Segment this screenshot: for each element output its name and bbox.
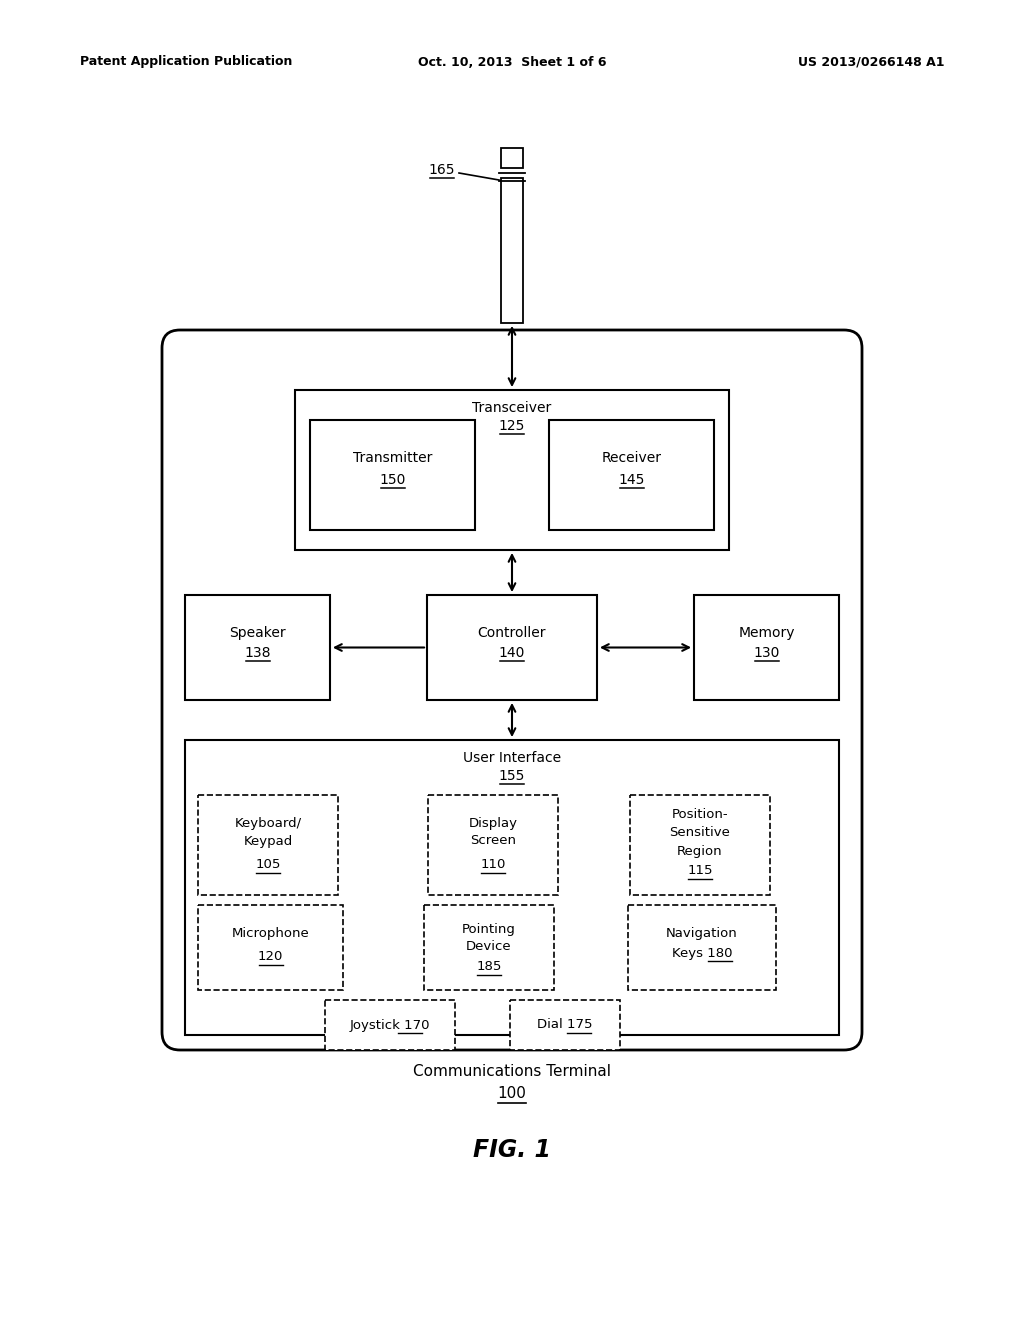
Bar [428,795,558,895]
Bar [185,741,839,1035]
Text: 115: 115 [687,865,713,878]
Text: User Interface: User Interface [463,751,561,766]
Text: 145: 145 [618,473,645,487]
Text: 120: 120 [258,950,284,964]
Text: Sensitive: Sensitive [670,826,730,840]
Text: Controller: Controller [478,626,546,640]
Bar [198,795,338,895]
Text: Patent Application Publication: Patent Application Publication [80,55,293,69]
Text: Memory: Memory [738,626,795,640]
Text: Position-: Position- [672,808,728,821]
Text: FIG. 1: FIG. 1 [473,1138,551,1162]
Bar [628,906,776,990]
Text: 100: 100 [498,1086,526,1101]
Bar [310,420,475,531]
Text: Navigation: Navigation [667,927,738,940]
Text: Keypad: Keypad [244,834,293,847]
Text: Communications Terminal: Communications Terminal [413,1064,611,1080]
Text: 110: 110 [480,858,506,871]
Text: 138: 138 [245,645,270,660]
Bar [325,1001,455,1049]
Text: Keys 180: Keys 180 [672,946,732,960]
Text: 130: 130 [754,645,779,660]
Bar [549,420,714,531]
Bar [427,595,597,700]
Text: Device: Device [466,940,512,953]
Text: 140: 140 [499,645,525,660]
Text: Microphone: Microphone [231,927,309,940]
Text: 105: 105 [255,858,281,871]
Text: 125: 125 [499,418,525,433]
Text: 165: 165 [429,162,456,177]
Text: 155: 155 [499,770,525,783]
Bar [630,795,770,895]
Text: Speaker: Speaker [229,626,286,640]
Text: Region: Region [677,845,723,858]
Text: Transceiver: Transceiver [472,401,552,414]
Bar [295,389,729,550]
Bar [694,595,839,700]
Bar [501,178,523,323]
Text: Pointing: Pointing [462,923,516,936]
Text: Oct. 10, 2013  Sheet 1 of 6: Oct. 10, 2013 Sheet 1 of 6 [418,55,606,69]
Bar [424,906,554,990]
Text: Keyboard/: Keyboard/ [234,817,301,829]
Text: Dial 175: Dial 175 [538,1019,593,1031]
FancyBboxPatch shape [162,330,862,1049]
Text: 185: 185 [476,961,502,974]
Bar [185,595,330,700]
Bar [510,1001,620,1049]
Text: Screen: Screen [470,834,516,847]
Bar [501,148,523,168]
Text: US 2013/0266148 A1: US 2013/0266148 A1 [798,55,944,69]
Text: Display: Display [469,817,517,829]
Bar [198,906,343,990]
Text: 150: 150 [379,473,406,487]
Text: Transmitter: Transmitter [353,451,432,465]
Text: Receiver: Receiver [601,451,662,465]
Text: Joystick 170: Joystick 170 [350,1019,430,1031]
